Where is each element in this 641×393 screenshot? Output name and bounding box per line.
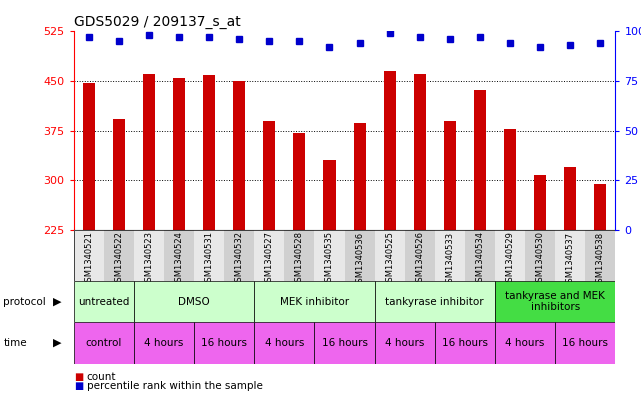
- Text: GSM1340536: GSM1340536: [355, 231, 364, 288]
- Text: time: time: [3, 338, 27, 348]
- Text: 16 hours: 16 hours: [201, 338, 247, 348]
- Bar: [374, 281, 495, 322]
- Text: MEK inhibitor: MEK inhibitor: [280, 297, 349, 307]
- Text: DMSO: DMSO: [178, 297, 210, 307]
- Bar: [134, 322, 194, 364]
- Text: GSM1340524: GSM1340524: [174, 231, 183, 287]
- Text: 4 hours: 4 hours: [385, 338, 424, 348]
- Text: 4 hours: 4 hours: [144, 338, 184, 348]
- Bar: [83, 83, 95, 230]
- Bar: [104, 230, 134, 281]
- Text: GSM1340526: GSM1340526: [415, 231, 424, 287]
- Bar: [254, 281, 374, 322]
- Text: untreated: untreated: [78, 297, 129, 307]
- Bar: [263, 121, 276, 230]
- Text: 4 hours: 4 hours: [505, 338, 545, 348]
- Text: GSM1340533: GSM1340533: [445, 231, 454, 288]
- Text: GSM1340537: GSM1340537: [566, 231, 575, 288]
- Bar: [495, 322, 555, 364]
- Text: GSM1340532: GSM1340532: [235, 231, 244, 287]
- Text: tankyrase and MEK
inhibitors: tankyrase and MEK inhibitors: [505, 291, 605, 312]
- Text: 16 hours: 16 hours: [562, 338, 608, 348]
- Bar: [164, 230, 194, 281]
- Bar: [465, 230, 495, 281]
- Bar: [315, 322, 374, 364]
- Text: GSM1340525: GSM1340525: [385, 231, 394, 287]
- Text: GDS5029 / 209137_s_at: GDS5029 / 209137_s_at: [74, 15, 240, 29]
- Bar: [444, 121, 456, 230]
- Text: 16 hours: 16 hours: [442, 338, 488, 348]
- Bar: [134, 281, 254, 322]
- Bar: [555, 230, 585, 281]
- Bar: [315, 230, 345, 281]
- Bar: [413, 74, 426, 230]
- Text: 4 hours: 4 hours: [265, 338, 304, 348]
- Bar: [374, 230, 404, 281]
- Bar: [254, 230, 285, 281]
- Bar: [173, 78, 185, 230]
- Bar: [585, 230, 615, 281]
- Text: count: count: [87, 372, 116, 382]
- Text: GSM1340529: GSM1340529: [506, 231, 515, 287]
- Bar: [203, 75, 215, 230]
- Bar: [495, 281, 615, 322]
- Text: GSM1340534: GSM1340534: [476, 231, 485, 287]
- Text: ▶: ▶: [53, 338, 61, 348]
- Bar: [224, 230, 254, 281]
- Text: GSM1340522: GSM1340522: [114, 231, 123, 287]
- Bar: [254, 322, 315, 364]
- Bar: [285, 230, 315, 281]
- Bar: [74, 230, 104, 281]
- Text: GSM1340535: GSM1340535: [325, 231, 334, 287]
- Text: GSM1340527: GSM1340527: [265, 231, 274, 287]
- Bar: [294, 133, 305, 230]
- Bar: [594, 184, 606, 230]
- Text: ■: ■: [74, 381, 83, 391]
- Text: GSM1340521: GSM1340521: [84, 231, 93, 287]
- Bar: [404, 230, 435, 281]
- Text: GSM1340538: GSM1340538: [596, 231, 605, 288]
- Bar: [233, 81, 246, 230]
- Bar: [374, 322, 435, 364]
- Bar: [534, 175, 546, 230]
- Text: control: control: [86, 338, 122, 348]
- Bar: [504, 129, 516, 230]
- Bar: [384, 71, 395, 230]
- Bar: [354, 123, 365, 230]
- Text: ▶: ▶: [53, 297, 61, 307]
- Text: GSM1340531: GSM1340531: [204, 231, 213, 287]
- Text: tankyrase inhibitor: tankyrase inhibitor: [385, 297, 484, 307]
- Bar: [474, 90, 486, 230]
- Text: percentile rank within the sample: percentile rank within the sample: [87, 381, 262, 391]
- Bar: [74, 281, 134, 322]
- Bar: [194, 322, 254, 364]
- Bar: [113, 119, 125, 230]
- Text: ■: ■: [74, 372, 83, 382]
- Bar: [564, 167, 576, 230]
- Bar: [134, 230, 164, 281]
- Bar: [495, 230, 525, 281]
- Bar: [435, 230, 465, 281]
- Bar: [143, 74, 155, 230]
- Text: GSM1340523: GSM1340523: [144, 231, 153, 287]
- Bar: [435, 322, 495, 364]
- Text: GSM1340530: GSM1340530: [536, 231, 545, 287]
- Bar: [194, 230, 224, 281]
- Bar: [525, 230, 555, 281]
- Bar: [324, 160, 335, 230]
- Text: protocol: protocol: [3, 297, 46, 307]
- Bar: [555, 322, 615, 364]
- Text: 16 hours: 16 hours: [322, 338, 367, 348]
- Bar: [74, 322, 134, 364]
- Bar: [345, 230, 374, 281]
- Text: GSM1340528: GSM1340528: [295, 231, 304, 287]
